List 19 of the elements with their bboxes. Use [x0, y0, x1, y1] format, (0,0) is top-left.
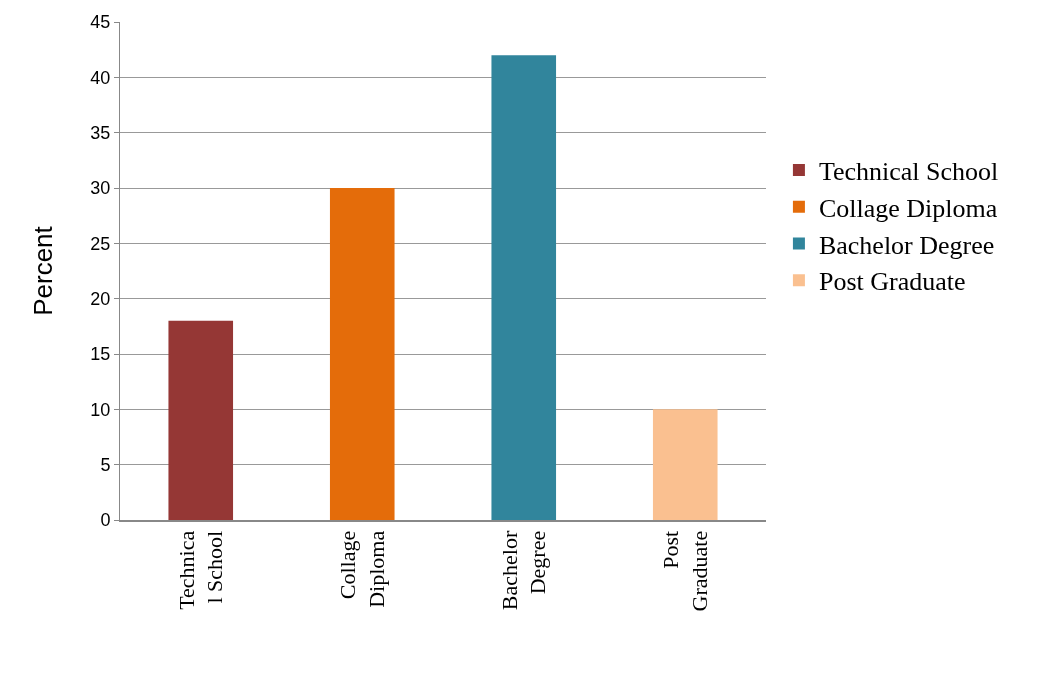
y-tick-label: 30	[90, 178, 111, 199]
y-tick-label: 35	[90, 122, 111, 143]
y-tick-label: 45	[90, 12, 111, 33]
y-tick-label: 15	[90, 344, 111, 365]
legend-label: Bachelor Degree	[818, 230, 995, 260]
legend-label: Collage Diploma	[818, 193, 998, 223]
y-tick-label: 10	[90, 399, 111, 420]
y-tick-label: 25	[90, 233, 111, 254]
y-tick-label: 20	[90, 288, 111, 309]
y-axis-title: Percent	[27, 225, 58, 316]
y-tick-label: 40	[90, 67, 111, 88]
x-tick-label: Post Graduate	[658, 530, 712, 612]
legend-label: Technical School	[818, 157, 999, 187]
y-tick-label: 0	[100, 510, 111, 531]
x-tick-label: Collage Diploma	[335, 530, 389, 608]
legend-label: Post Graduate	[818, 267, 966, 297]
x-tick-label: Bachelor Degree	[496, 530, 551, 611]
x-tick-label: Technica l School	[173, 530, 228, 610]
y-tick-label: 5	[100, 454, 111, 475]
